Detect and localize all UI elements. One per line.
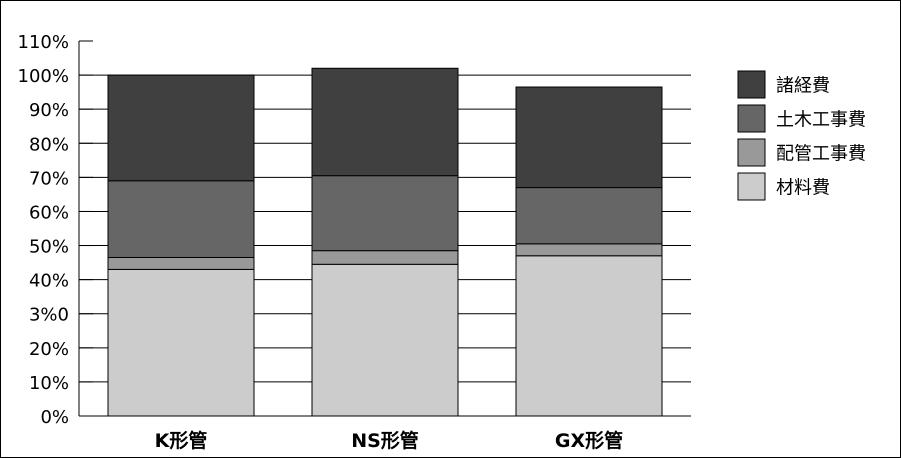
legend-swatch	[738, 173, 765, 200]
bar-segment	[108, 269, 254, 416]
y-tick-label: 110%	[18, 32, 69, 53]
bar-segment	[516, 256, 662, 416]
bar-segment	[312, 251, 458, 265]
bar-segment	[312, 264, 458, 416]
y-tick-label: 10%	[29, 373, 69, 394]
y-tick-label: 20%	[29, 339, 69, 360]
bar-segment	[312, 68, 458, 175]
legend-label: 土木工事費	[776, 110, 866, 131]
bar-segment	[516, 244, 662, 256]
x-category-label: NS形管	[351, 429, 419, 452]
bar-segment	[108, 181, 254, 258]
legend-swatch	[738, 139, 765, 166]
y-tick-label: 0%	[40, 407, 69, 428]
legend-swatch	[738, 71, 765, 98]
y-tick-label: 60%	[29, 202, 69, 223]
y-tick-label: 40%	[29, 271, 69, 292]
y-tick-label: 70%	[29, 168, 69, 189]
bar-segment	[516, 188, 662, 244]
bar-segment	[312, 176, 458, 251]
y-tick-label: 50%	[29, 237, 69, 258]
bar-segment	[516, 87, 662, 188]
legend-swatch	[738, 105, 765, 132]
legend-label: 材料費	[776, 178, 830, 199]
y-tick-label: 100%	[18, 66, 69, 87]
x-category-label: GX形管	[555, 429, 623, 452]
x-category-label: K形管	[155, 429, 208, 452]
legend-label: 諸経費	[776, 76, 830, 97]
y-tick-label: 90%	[29, 100, 69, 121]
y-tick-label: 80%	[29, 134, 69, 155]
y-tick-label: 3%0	[29, 305, 69, 326]
bar-segment	[108, 75, 254, 181]
bar-segment	[108, 257, 254, 269]
legend-label: 配管工事費	[776, 144, 866, 165]
